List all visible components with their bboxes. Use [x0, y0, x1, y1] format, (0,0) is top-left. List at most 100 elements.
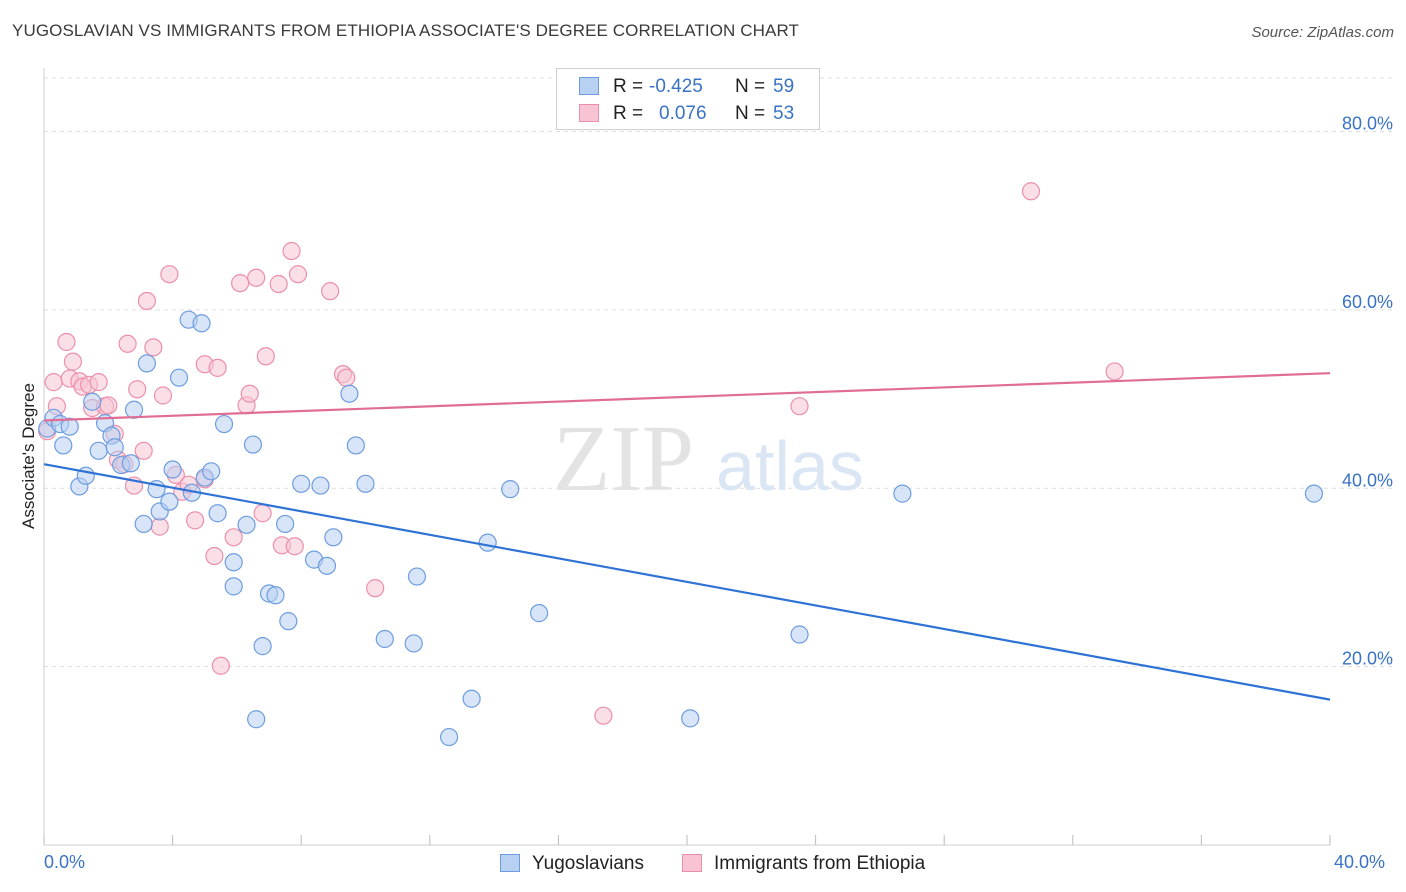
yugoslavian-point — [407, 567, 427, 586]
yugoslavian-point — [160, 492, 179, 511]
bottom-legend-label: Immigrants from Ethiopia — [714, 853, 926, 874]
ethiopia-point — [594, 706, 613, 725]
y-tick-label: 20.0% — [1342, 649, 1393, 669]
legend-n-label: N = — [735, 76, 766, 97]
yugoslavian-point — [276, 514, 295, 534]
ethiopia-point — [57, 332, 76, 352]
ethiopia-point — [89, 373, 108, 392]
yugoslavian-point — [404, 634, 423, 653]
yugoslavian-point — [54, 436, 73, 455]
yugoslavian-point — [292, 474, 311, 493]
yugoslavian-point — [208, 504, 227, 523]
bottom-legend-swatch-blue — [500, 854, 520, 872]
bottom-legend-swatch-pink — [682, 854, 702, 872]
yugoslavian-point — [192, 314, 211, 333]
ethiopia-point — [63, 352, 83, 371]
ethiopia-point — [137, 291, 156, 311]
legend-r-label: R = — [613, 103, 644, 124]
source-attribution: Source: ZipAtlas.com — [1251, 24, 1394, 41]
ethiopia-point — [256, 347, 275, 366]
yugoslavian-point — [214, 414, 234, 434]
legend-n-value: 53 — [773, 103, 795, 124]
yugoslavian-point — [324, 528, 343, 547]
yugoslavian-point — [224, 577, 243, 596]
yugoslavian-point — [124, 400, 144, 419]
yugoslavian-point — [478, 533, 497, 552]
legend-swatch-blue — [579, 77, 599, 95]
yugoslavian-point — [137, 354, 156, 373]
bottom-legend-label: Yugoslavians — [532, 853, 644, 874]
ethiopia-point — [99, 396, 118, 415]
legend-n-value: 59 — [773, 76, 795, 97]
yugoslavian-point — [266, 586, 285, 605]
ethiopia-point — [240, 384, 259, 403]
gridlines — [44, 77, 1392, 668]
legend-swatch-pink — [579, 104, 599, 122]
chart-title: YUGOSLAVIAN VS IMMIGRANTS FROM ETHIOPIA … — [12, 21, 799, 40]
yugoslavian-point — [1304, 484, 1324, 503]
trend-line-yugoslavians — [43, 463, 1331, 701]
ethiopia-point — [128, 380, 147, 399]
yugoslavian-point — [375, 629, 394, 649]
yugoslavian-point — [169, 368, 189, 387]
ethiopia-point — [150, 517, 169, 536]
yugoslavian-point — [163, 460, 182, 479]
yugoslavian-point — [340, 384, 359, 403]
yugoslavian-point — [134, 514, 153, 534]
ethiopia-point — [186, 511, 205, 530]
ethiopia-point — [205, 546, 224, 566]
y-tick-label: 80.0% — [1342, 114, 1393, 134]
yugoslavian-point — [317, 556, 337, 575]
ethiopia-point — [134, 441, 153, 460]
ethiopia-point — [231, 274, 250, 293]
ethiopia-point — [44, 373, 63, 392]
legend-r-label: R = — [613, 76, 644, 97]
watermark: ZIP atlas — [553, 407, 864, 511]
y-tick-labels: 20.0% 40.0% 60.0% 80.0% — [1342, 114, 1393, 669]
ethiopia-point — [366, 579, 385, 598]
yugoslavian-point — [356, 474, 375, 493]
yugoslavian-point — [439, 727, 459, 747]
y-tick-label: 60.0% — [1342, 292, 1393, 312]
x-tick-marks — [43, 835, 1331, 845]
ethiopia-point — [1105, 362, 1124, 381]
yugoslavian-point — [105, 438, 124, 457]
ethiopia-point — [1021, 182, 1041, 201]
yugoslavian-point — [279, 612, 298, 631]
yugoslavian-point — [311, 476, 330, 495]
ethiopia-point — [144, 338, 163, 357]
yugoslavian-point — [121, 454, 140, 473]
ethiopia-point — [160, 265, 179, 284]
yugoslavian-point — [237, 515, 256, 534]
yugoslavian-point — [681, 709, 700, 728]
watermark-atlas: atlas — [716, 427, 864, 505]
x-tick-label-max: 40.0% — [1334, 852, 1386, 872]
series-ethiopia-points — [38, 182, 1124, 725]
yugoslavian-point — [224, 553, 243, 572]
trend-line-ethiopia — [43, 372, 1331, 422]
ethiopia-point — [288, 265, 308, 284]
watermark-zip: ZIP — [553, 407, 694, 511]
yugoslavian-point — [60, 417, 79, 436]
ethiopia-point — [208, 358, 227, 377]
yugoslavian-point — [462, 689, 481, 708]
ethiopia-point — [253, 504, 272, 523]
legend-r-value: -0.425 — [649, 76, 703, 97]
yugoslavian-point — [501, 480, 520, 499]
y-tick-label: 40.0% — [1342, 470, 1393, 490]
stats-legend: R = -0.425 N = 59 R = 0.076 N = 53 — [556, 68, 820, 130]
yugoslavian-point — [893, 484, 912, 503]
trend-lines — [43, 372, 1331, 701]
yugoslavian-point — [243, 435, 263, 454]
yugoslavian-point — [253, 637, 272, 656]
ethiopia-point — [211, 656, 230, 675]
ethiopia-point — [269, 274, 288, 294]
ethiopia-point — [118, 334, 137, 353]
ethiopia-point — [247, 268, 266, 287]
yugoslavian-point — [202, 462, 221, 481]
yugoslavian-point — [790, 625, 809, 644]
y-axis-label: Associate's Degree — [19, 383, 38, 529]
yugoslavian-point — [247, 710, 266, 729]
series-yugoslavians-points — [38, 310, 1324, 747]
